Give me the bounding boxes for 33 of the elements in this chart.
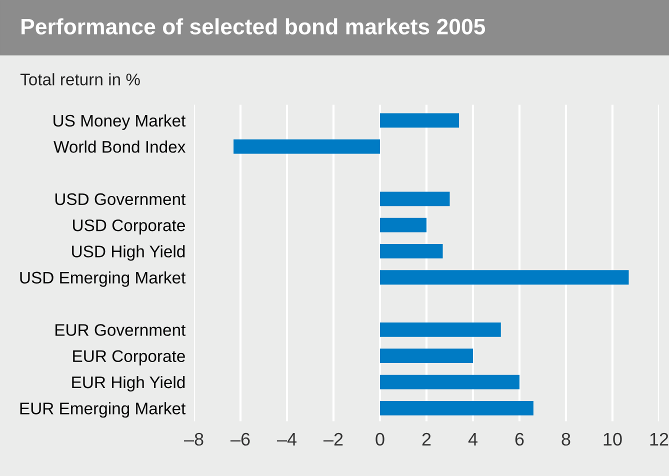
x-tick-label: –8 bbox=[184, 432, 204, 446]
bar bbox=[380, 218, 426, 232]
bar bbox=[380, 244, 443, 258]
y-tick-label: USD High Yield bbox=[72, 245, 185, 261]
bar bbox=[380, 113, 460, 128]
bar bbox=[380, 400, 534, 416]
x-tick-label: 8 bbox=[562, 432, 570, 446]
x-tick-label: 0 bbox=[376, 432, 384, 446]
y-tick-label: World Bond Index bbox=[54, 140, 186, 153]
x-tick-label: –4 bbox=[276, 433, 297, 446]
chart-title: Performance of selected bond markets 2005 bbox=[22, 18, 486, 35]
x-tick-label: 6 bbox=[515, 432, 524, 446]
y-tick-label: USD Emerging Market bbox=[20, 271, 186, 287]
y-tick-label: US Money Market bbox=[54, 114, 186, 130]
bar bbox=[234, 139, 380, 154]
y-tick-label: EUR High Yield bbox=[72, 376, 185, 392]
chart-subtitle: Total return in % bbox=[20, 73, 140, 86]
bar bbox=[380, 348, 473, 364]
y-tick-label: EUR Government bbox=[56, 324, 186, 336]
bar bbox=[380, 192, 450, 206]
x-tick-label: –6 bbox=[230, 432, 250, 446]
x-tick-label: 12 bbox=[650, 432, 668, 446]
x-tick-label: –2 bbox=[323, 432, 343, 446]
x-tick-label: 2 bbox=[422, 432, 431, 446]
bar bbox=[380, 374, 520, 390]
x-tick-label: 10 bbox=[604, 432, 622, 446]
bar bbox=[380, 270, 629, 285]
y-tick-label: USD Government bbox=[55, 193, 186, 206]
y-tick-label: EUR Emerging Market bbox=[20, 402, 186, 418]
y-tick-label: USD Corporate bbox=[73, 219, 185, 235]
x-tick-label: 4 bbox=[468, 433, 478, 446]
bar bbox=[380, 322, 501, 337]
y-tick-label: EUR Corporate bbox=[73, 350, 185, 366]
